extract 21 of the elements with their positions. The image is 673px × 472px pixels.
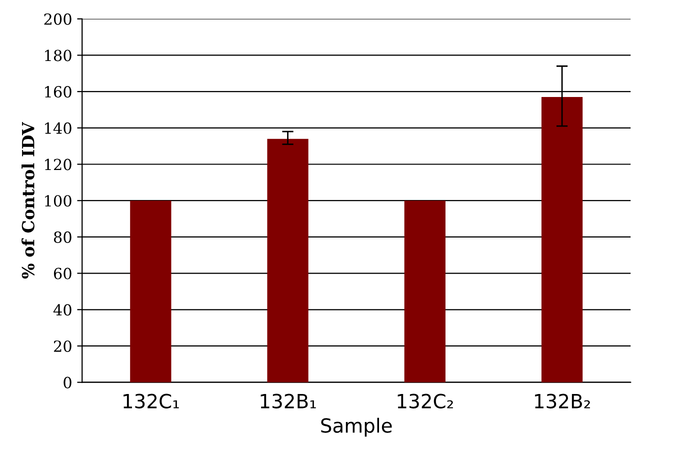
y-tick-label: 160 <box>45 86 72 98</box>
bar <box>541 97 583 382</box>
y-tick-label: 40 <box>53 304 72 316</box>
x-tick-label: 132C₂ <box>398 394 453 408</box>
y-tick-label: 120 <box>45 158 72 170</box>
bar <box>404 200 446 382</box>
y-tick-label: 140 <box>45 122 72 134</box>
x-axis-title: Sample <box>321 418 392 437</box>
x-tick-label: 132C₁ <box>124 394 179 408</box>
y-tick-label: 100 <box>45 195 72 207</box>
y-tick-label: 180 <box>45 50 72 62</box>
y-tick-label: 0 <box>64 376 72 388</box>
y-tick-label: 80 <box>54 231 72 243</box>
bar <box>267 138 308 382</box>
y-tick-label: 200 <box>44 13 72 25</box>
y-axis-title: % of Control IDV <box>22 122 34 279</box>
x-tick-label: 132B₂ <box>535 394 590 408</box>
y-tick-label: 20 <box>54 340 72 352</box>
x-tick-label: 132B₁ <box>260 394 316 408</box>
y-tick-label: 60 <box>54 268 72 280</box>
bar <box>130 200 172 382</box>
